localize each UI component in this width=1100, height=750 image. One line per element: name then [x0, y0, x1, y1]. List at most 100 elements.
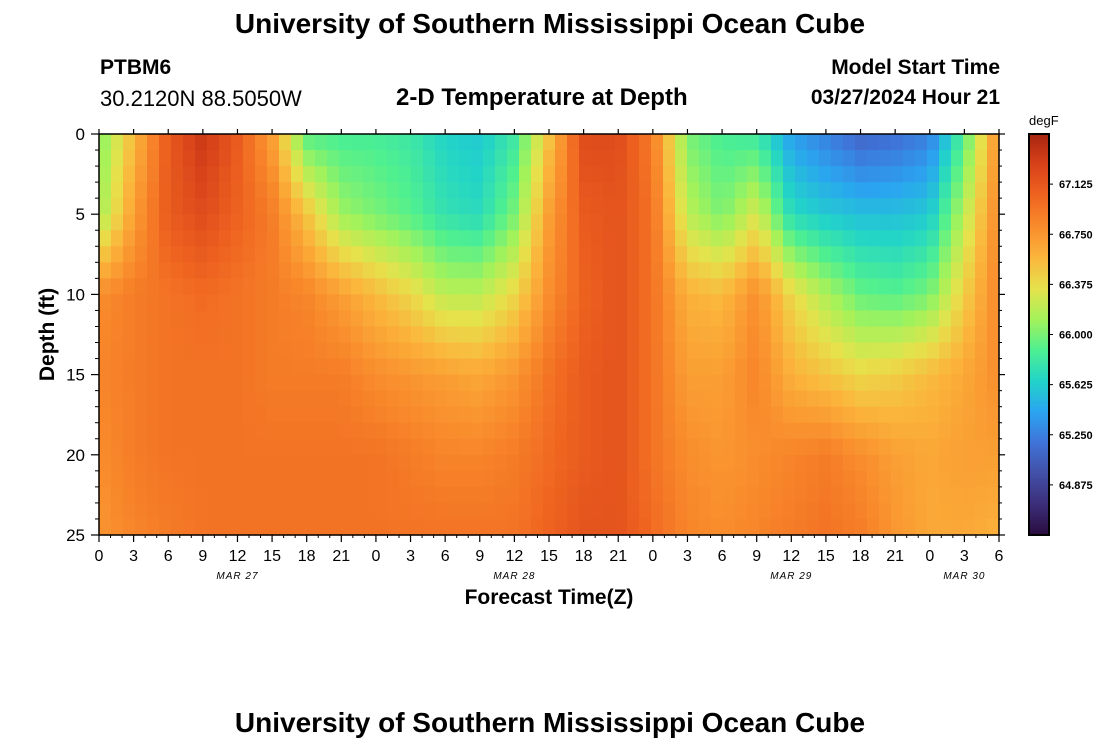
heatmap-cell — [699, 342, 712, 360]
heatmap-cell — [255, 310, 268, 328]
heatmap-cell — [495, 134, 508, 151]
heatmap-cell — [603, 438, 616, 456]
heatmap-cell — [927, 230, 940, 247]
heatmap-cell — [411, 150, 424, 167]
heatmap-cell — [483, 438, 496, 456]
heatmap-cell — [195, 166, 208, 183]
heatmap-cell — [411, 502, 424, 520]
heatmap-cell — [147, 166, 160, 183]
x-tick-label: 6 — [164, 548, 173, 565]
heatmap-cell — [735, 358, 748, 376]
heatmap-cell — [723, 438, 736, 456]
heatmap-cell — [747, 278, 760, 295]
heatmap-cell — [987, 182, 1000, 199]
heatmap-cell — [159, 198, 172, 215]
heatmap-cell — [807, 454, 820, 472]
heatmap-cell — [459, 518, 472, 536]
heatmap-cell — [399, 374, 412, 392]
heatmap-cell — [411, 278, 424, 295]
heatmap-cell — [387, 406, 400, 424]
heatmap-cell — [951, 262, 964, 279]
heatmap-cell — [459, 438, 472, 456]
heatmap-cell — [399, 150, 412, 167]
heatmap-cell — [567, 294, 580, 312]
heatmap-cell — [819, 374, 832, 392]
heatmap-cell — [375, 246, 388, 263]
heatmap-cell — [351, 198, 364, 215]
heatmap-cell — [195, 198, 208, 215]
heatmap-cell — [603, 486, 616, 504]
heatmap-cell — [291, 182, 304, 199]
heatmap-cell — [243, 182, 256, 199]
heatmap-cell — [423, 374, 436, 392]
heatmap-cell — [723, 406, 736, 424]
heatmap-cell — [483, 342, 496, 360]
heatmap-cell — [603, 454, 616, 472]
heatmap-cell — [423, 214, 436, 231]
heatmap-cell — [879, 278, 892, 295]
heatmap-cell — [855, 470, 868, 488]
heatmap-cell — [183, 134, 196, 151]
heatmap-cell — [951, 246, 964, 263]
heatmap-cell — [795, 470, 808, 488]
heatmap-cell — [219, 486, 232, 504]
heatmap-cell — [759, 230, 772, 247]
heatmap-cell — [591, 358, 604, 376]
heatmap-cell — [351, 326, 364, 344]
heatmap-cell — [855, 246, 868, 263]
heatmap-cell — [423, 470, 436, 488]
heatmap-cell — [123, 214, 136, 231]
heatmap-cell — [459, 150, 472, 167]
heatmap-cell — [99, 470, 112, 488]
heatmap-cell — [579, 390, 592, 408]
heatmap-cell — [891, 166, 904, 183]
heatmap-cell — [951, 310, 964, 328]
heatmap-cell — [207, 294, 220, 312]
heatmap-cell — [339, 246, 352, 263]
heatmap-cell — [543, 198, 556, 215]
heatmap-cell — [255, 358, 268, 376]
heatmap-cell — [651, 246, 664, 263]
heatmap-cell — [711, 502, 724, 520]
heatmap-cell — [699, 166, 712, 183]
heatmap-cell — [375, 198, 388, 215]
heatmap-cell — [603, 310, 616, 328]
heatmap-cell — [663, 198, 676, 215]
heatmap-cell — [171, 134, 184, 151]
heatmap-cell — [675, 294, 688, 312]
heatmap-cell — [807, 422, 820, 440]
heatmap-cell — [939, 422, 952, 440]
heatmap-cell — [387, 486, 400, 504]
heatmap-cell — [123, 518, 136, 536]
heatmap-cell — [603, 214, 616, 231]
heatmap-cell — [195, 486, 208, 504]
heatmap-cell — [291, 502, 304, 520]
heatmap-cell — [483, 326, 496, 344]
heatmap-cell — [951, 518, 964, 536]
heatmap-cell — [579, 374, 592, 392]
heatmap-cell — [159, 214, 172, 231]
heatmap-cell — [987, 454, 1000, 472]
heatmap-cell — [363, 470, 376, 488]
heatmap-cell — [207, 326, 220, 344]
heatmap-cell — [159, 246, 172, 263]
heatmap-cell — [699, 294, 712, 312]
heatmap-cell — [375, 406, 388, 424]
heatmap-cell — [579, 326, 592, 344]
heatmap-cell — [135, 182, 148, 199]
heatmap-cell — [219, 406, 232, 424]
heatmap-cell — [231, 198, 244, 215]
heatmap-cell — [771, 486, 784, 504]
heatmap-cell — [423, 230, 436, 247]
heatmap-cell — [447, 406, 460, 424]
heatmap-cell — [519, 214, 532, 231]
heatmap-cell — [291, 422, 304, 440]
heatmap-cell — [903, 278, 916, 295]
heatmap-cell — [627, 150, 640, 167]
heatmap-cell — [411, 438, 424, 456]
heatmap-cell — [531, 358, 544, 376]
heatmap-cell — [711, 326, 724, 344]
heatmap-cell — [387, 294, 400, 312]
heatmap-cell — [339, 374, 352, 392]
heatmap-cell — [219, 198, 232, 215]
